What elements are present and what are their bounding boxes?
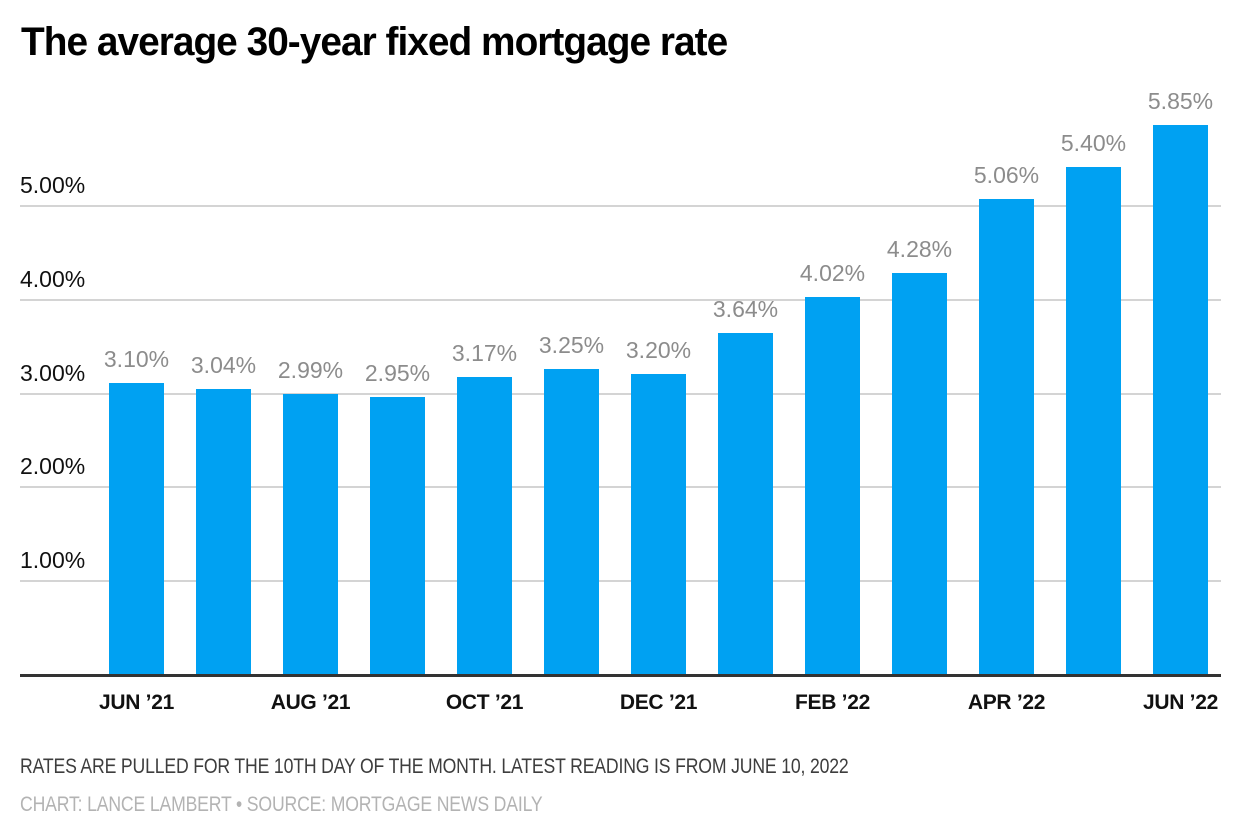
y-axis-tick-label: 4.00% — [20, 265, 86, 292]
y-axis-tick-label: 3.00% — [20, 359, 86, 386]
bar — [370, 397, 425, 674]
bar-value-label: 3.20% — [625, 336, 692, 363]
bar-value-label: 5.40% — [1060, 130, 1127, 157]
chart-title: The average 30-year fixed mortgage rate — [21, 20, 728, 64]
x-axis-tick-label: AUG ’21 — [270, 691, 351, 714]
y-axis-tick-label: 1.00% — [20, 547, 86, 574]
y-axis-tick-label: 2.00% — [20, 453, 86, 480]
y-gridline — [20, 580, 1221, 583]
bar-value-label: 2.95% — [364, 360, 431, 387]
bar — [196, 388, 251, 674]
bar — [805, 296, 860, 674]
bar-value-label: 2.99% — [277, 356, 344, 383]
bar-chart-plot-area: 1.00% 2.00% 3.00% 4.00% 5.00% 3.10% 3.04% 2.99%… — [20, 88, 1221, 714]
bar-value-label: 5.06% — [973, 162, 1040, 189]
y-gridline — [20, 392, 1221, 395]
x-axis-tick-label: JUN ’22 — [1143, 691, 1218, 714]
x-axis-tick-label: OCT ’21 — [445, 691, 524, 714]
bar-value-label: 5.85% — [1147, 88, 1214, 115]
bar — [109, 383, 164, 674]
bar-value-label: 3.10% — [103, 346, 170, 373]
x-axis-tick-label: JUN ’21 — [99, 691, 174, 714]
bar-value-label: 3.17% — [451, 339, 518, 366]
bar — [1153, 125, 1208, 674]
bar — [1066, 167, 1121, 674]
x-axis-tick-label: FEB ’22 — [795, 691, 870, 714]
bar-value-label: 3.64% — [712, 295, 779, 322]
bar-value-label: 4.28% — [886, 235, 953, 262]
y-axis-tick-label: 5.00% — [20, 172, 86, 198]
bar — [979, 199, 1034, 674]
bar — [892, 272, 947, 674]
y-gridline — [20, 486, 1221, 489]
bar-value-label: 3.04% — [190, 351, 257, 378]
y-gridline — [20, 205, 1221, 207]
x-axis-tick-label: APR ’22 — [967, 691, 1046, 714]
bar-value-label: 3.25% — [538, 332, 605, 359]
bar — [457, 376, 512, 674]
credit-line: CHART: LANCE LAMBERT • SOURCE: MORTGAGE … — [20, 793, 543, 816]
bar — [718, 332, 773, 674]
footnote: RATES ARE PULLED FOR THE 10TH DAY OF THE… — [20, 755, 849, 778]
bar-value-label: 4.02% — [799, 259, 866, 286]
y-gridline — [20, 298, 1221, 301]
bar — [283, 393, 338, 674]
bar — [544, 369, 599, 674]
x-axis-tick-label: DEC ’21 — [619, 691, 698, 714]
bar — [631, 373, 686, 674]
x-axis-line — [20, 674, 1221, 677]
